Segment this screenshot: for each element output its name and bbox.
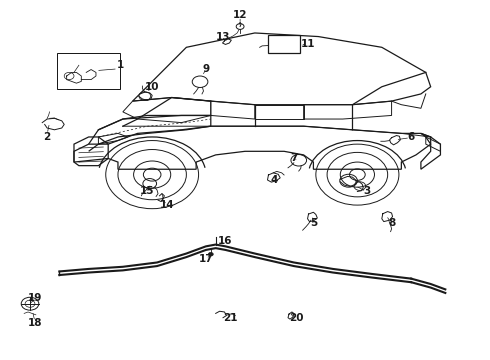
Text: 10: 10 bbox=[145, 82, 159, 92]
Text: 8: 8 bbox=[388, 218, 395, 228]
Text: 18: 18 bbox=[27, 319, 42, 328]
Text: 15: 15 bbox=[140, 186, 154, 196]
Text: 5: 5 bbox=[310, 218, 317, 228]
Text: 19: 19 bbox=[28, 293, 42, 303]
Text: 4: 4 bbox=[270, 175, 278, 185]
Text: 20: 20 bbox=[289, 313, 303, 323]
Text: 16: 16 bbox=[218, 236, 233, 246]
Bar bbox=[57, 53, 121, 89]
Text: 12: 12 bbox=[233, 10, 247, 20]
Text: 14: 14 bbox=[160, 200, 174, 210]
Text: 3: 3 bbox=[364, 186, 371, 196]
Circle shape bbox=[208, 252, 213, 256]
Text: 17: 17 bbox=[198, 254, 213, 264]
Text: 1: 1 bbox=[117, 60, 124, 70]
Bar bbox=[269, 35, 300, 53]
Text: 21: 21 bbox=[223, 313, 238, 323]
Text: 9: 9 bbox=[202, 64, 209, 74]
Text: 7: 7 bbox=[290, 153, 297, 163]
Text: 2: 2 bbox=[44, 132, 51, 142]
Text: 13: 13 bbox=[216, 32, 230, 41]
Text: 11: 11 bbox=[301, 39, 316, 49]
Text: 6: 6 bbox=[408, 132, 415, 142]
